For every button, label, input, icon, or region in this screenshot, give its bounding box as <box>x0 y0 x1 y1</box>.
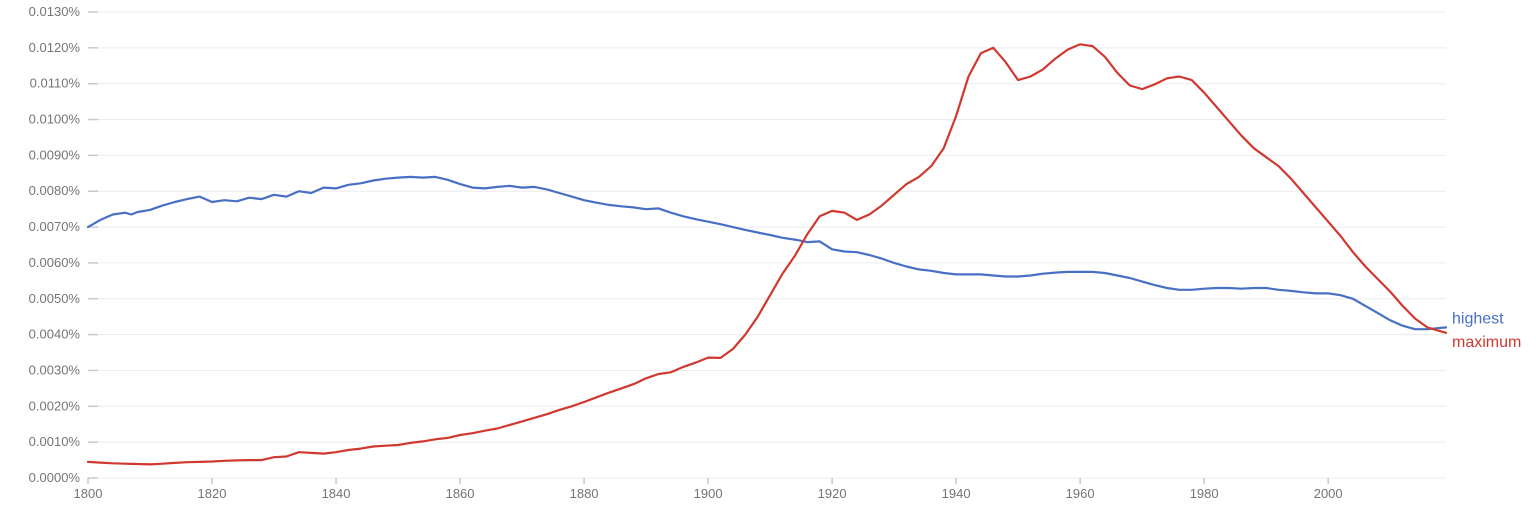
ytick-label: 0.0110% <box>30 76 81 91</box>
ytick-label: 0.0000% <box>29 470 81 485</box>
ytick-label: 0.0030% <box>29 362 81 377</box>
xtick-label: 1960 <box>1066 486 1095 501</box>
xtick-label: 1980 <box>1190 486 1219 501</box>
xtick-label: 1900 <box>694 486 723 501</box>
xtick-label: 1840 <box>322 486 351 501</box>
ytick-label: 0.0120% <box>29 40 81 55</box>
xtick-label: 1860 <box>446 486 475 501</box>
ytick-label: 0.0100% <box>29 112 81 127</box>
xtick-label: 1820 <box>198 486 227 501</box>
ytick-label: 0.0050% <box>29 291 81 306</box>
ytick-label: 0.0040% <box>29 327 81 342</box>
xtick-label: 2000 <box>1314 486 1343 501</box>
series-label-highest[interactable]: highest <box>1452 310 1504 327</box>
ngram-chart: 0.0000% 0.0010% 0.0020% 0.0030% 0.0040% 0.005… <box>0 0 1536 508</box>
ytick-label: 0.0130% <box>29 4 81 19</box>
chart-bg <box>0 0 1536 508</box>
ytick-label: 0.0090% <box>29 147 81 162</box>
ytick-label: 0.0070% <box>29 219 81 234</box>
xtick-label: 1800 <box>74 486 103 501</box>
series-label-maximum[interactable]: maximum <box>1452 334 1521 351</box>
ytick-label: 0.0080% <box>29 183 81 198</box>
ytick-label: 0.0060% <box>29 255 81 270</box>
xtick-label: 1940 <box>942 486 971 501</box>
xtick-label: 1920 <box>818 486 847 501</box>
ytick-label: 0.0010% <box>29 434 81 449</box>
ytick-label: 0.0020% <box>29 398 81 413</box>
xtick-label: 1880 <box>570 486 599 501</box>
